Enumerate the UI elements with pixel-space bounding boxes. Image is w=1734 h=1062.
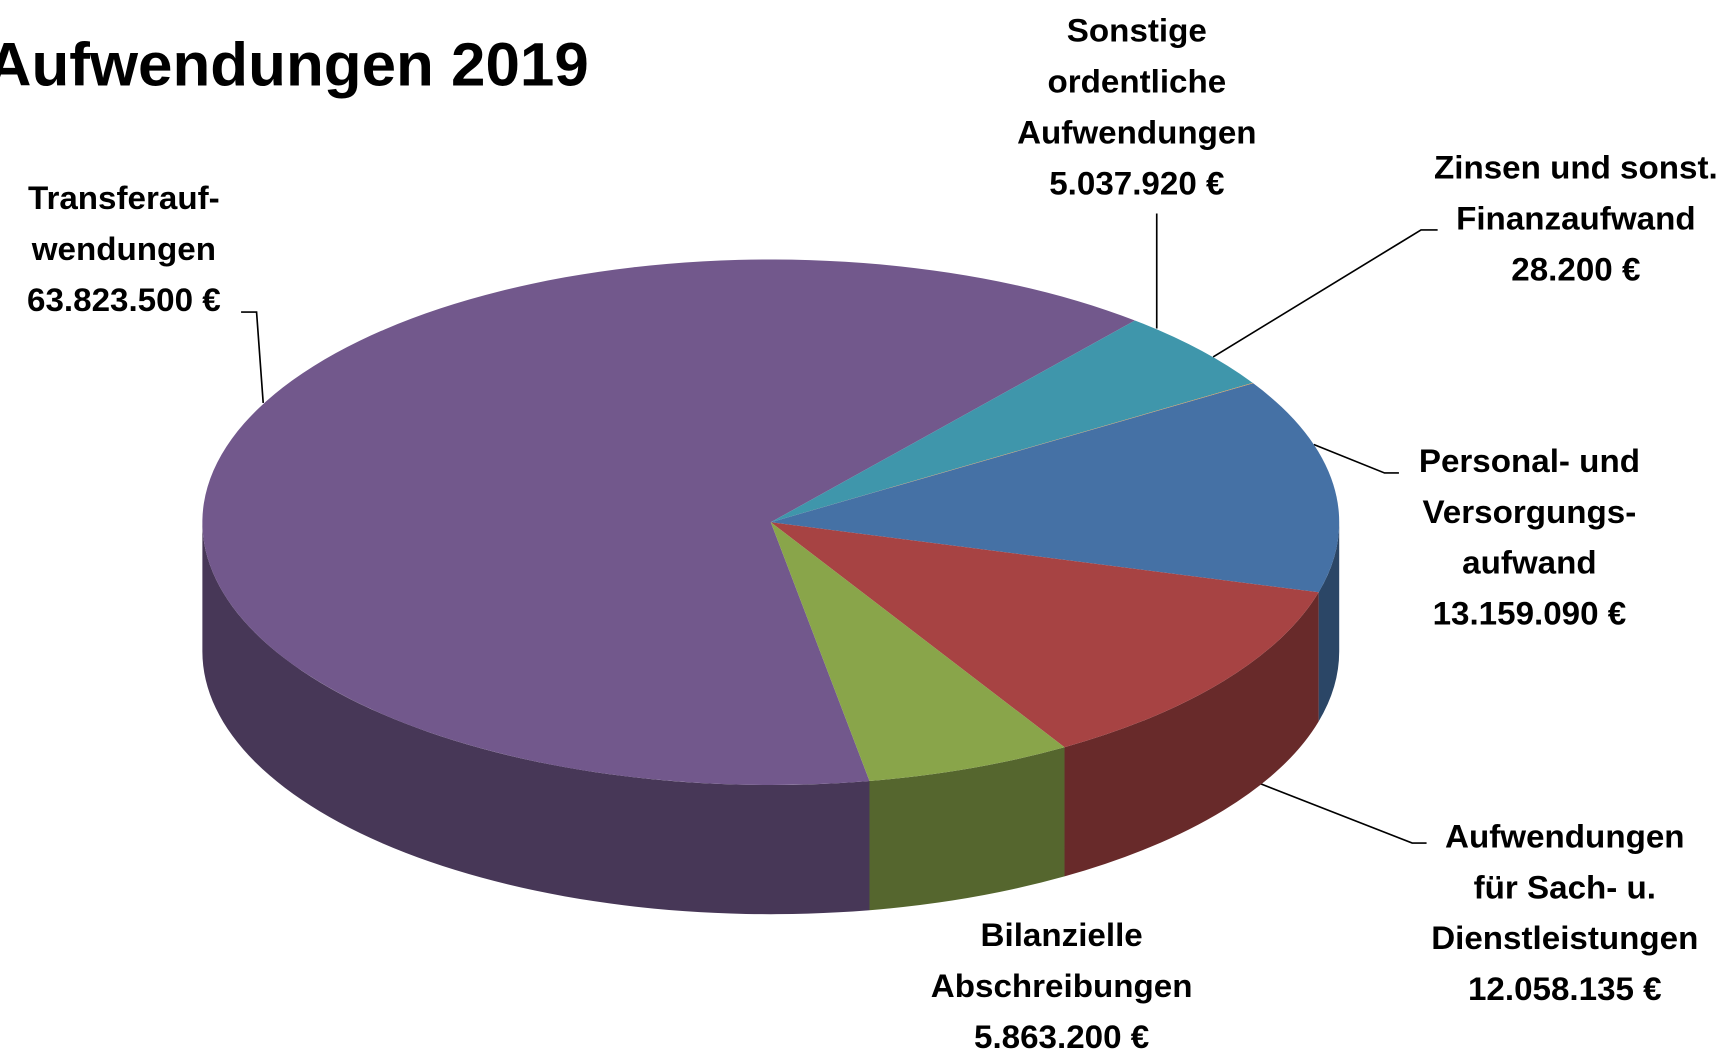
data-label: ordentliche	[1047, 63, 1226, 100]
value-label: 5.037.920 €	[1049, 164, 1224, 201]
value-label: 28.200 €	[1511, 250, 1640, 287]
leader-line	[1249, 778, 1427, 844]
value-label: 13.159.090 €	[1433, 595, 1627, 632]
data-label: Sonstige	[1067, 12, 1207, 49]
data-label: Dienstleistungen	[1431, 919, 1698, 956]
data-label: für Sach- u.	[1474, 868, 1656, 905]
leader-line	[241, 311, 265, 403]
pie-sides	[202, 522, 1340, 915]
data-label: Transferauf-	[28, 179, 220, 216]
pie-slice	[770, 382, 1254, 523]
pie-side	[1318, 522, 1340, 722]
data-label: Abschreibungen	[931, 967, 1193, 1004]
pie-slice	[770, 522, 1065, 782]
leader-lines	[241, 213, 1438, 844]
pie-slice	[770, 320, 1253, 523]
data-label: Finanzaufwand	[1456, 200, 1696, 237]
leader-line	[1212, 229, 1438, 358]
pie-slice	[770, 522, 1319, 748]
pie-side	[1064, 592, 1319, 877]
data-label: Zinsen und sonst.	[1434, 149, 1718, 186]
data-label: Aufwendungen	[1017, 114, 1257, 151]
data-label: Versorgungs-	[1423, 493, 1637, 530]
chart-title: Aufwendungen 2019	[0, 31, 589, 100]
data-label: aufwand	[1462, 544, 1597, 581]
pie-slice	[770, 383, 1340, 593]
leader-line	[1313, 443, 1399, 474]
value-label: 12.058.135 €	[1468, 970, 1662, 1007]
data-label: Personal- und	[1419, 442, 1640, 479]
pie-side	[202, 522, 870, 915]
data-label: Bilanzielle	[981, 916, 1143, 953]
data-label: Aufwendungen	[1445, 818, 1685, 855]
value-label: 5.863.200 €	[974, 1018, 1149, 1055]
value-label: 63.823.500 €	[27, 281, 221, 318]
pie-slice	[202, 259, 1135, 786]
data-label: wendungen	[31, 230, 216, 267]
pie-side	[869, 747, 1065, 911]
pie-tops	[202, 259, 1340, 786]
